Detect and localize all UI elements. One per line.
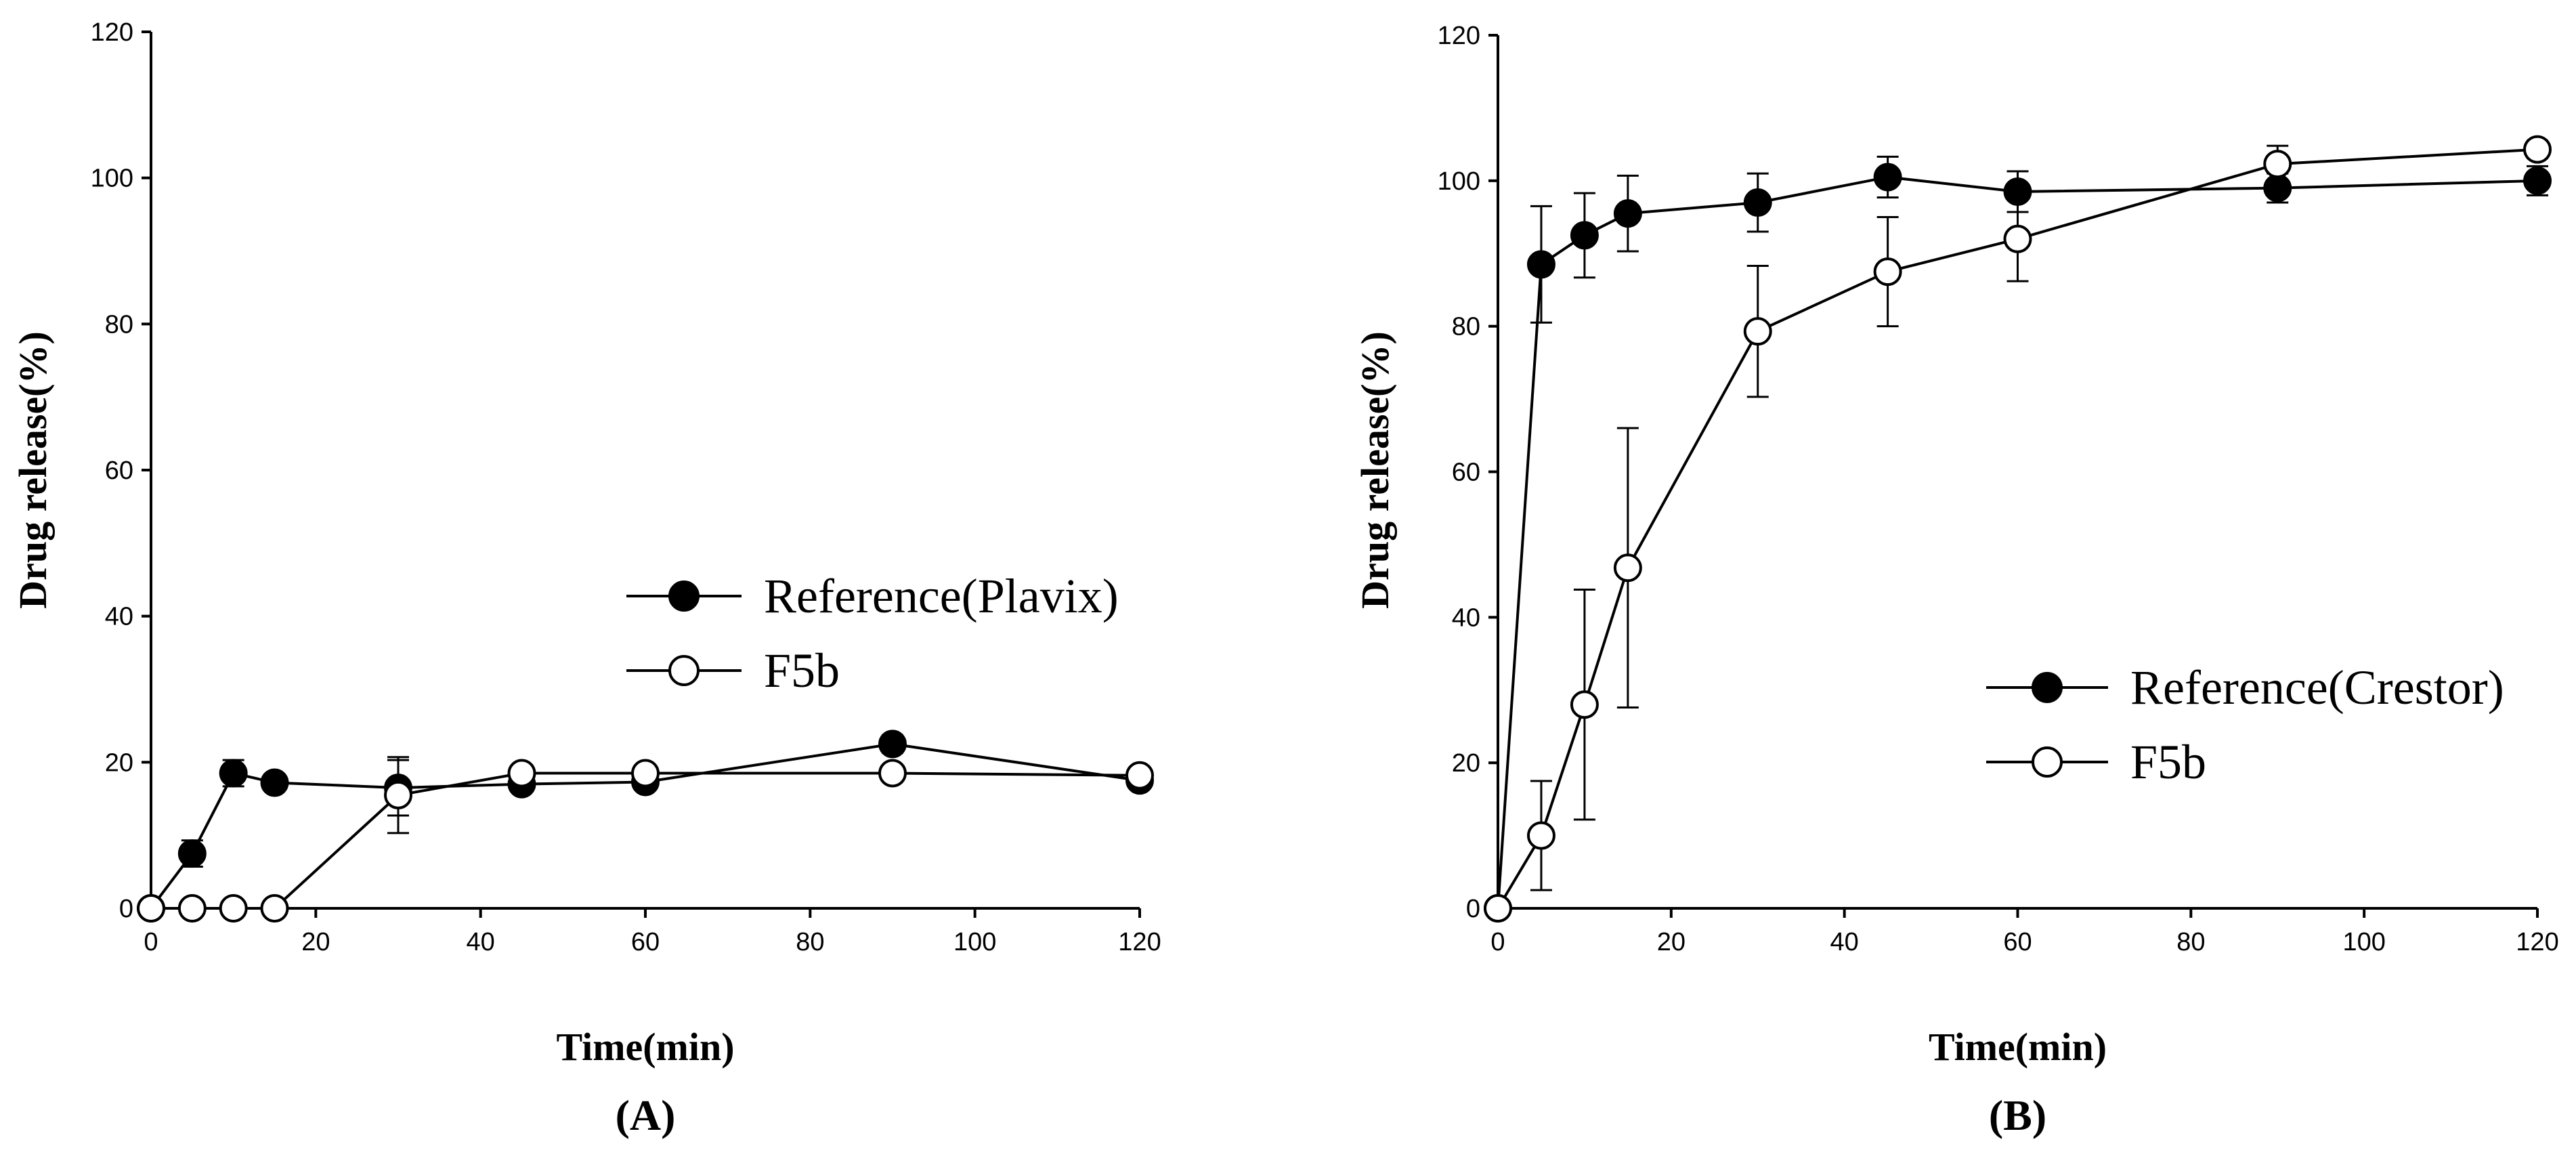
- x-tick-label: 0: [1490, 928, 1505, 956]
- data-point: [2523, 135, 2552, 164]
- panel-label: (A): [616, 1091, 676, 1139]
- data-point: [219, 759, 248, 788]
- y-tick-label: 120: [1438, 22, 1480, 50]
- x-tick-label: 120: [2516, 928, 2558, 956]
- y-tick-label: 80: [1452, 313, 1480, 341]
- y-tick-label: 20: [105, 748, 133, 777]
- data-point: [260, 894, 289, 923]
- data-point: [1743, 188, 1772, 217]
- y-tick-label: 40: [105, 603, 133, 631]
- x-axis-title: Time(min): [556, 1025, 734, 1069]
- series-f5b: [137, 756, 1154, 923]
- series-line: [1497, 175, 2538, 909]
- x-axis-title: Time(min): [1929, 1025, 2107, 1069]
- x-tick-label: 80: [2176, 928, 2205, 956]
- data-point: [2523, 166, 2552, 195]
- data-point: [1873, 257, 1902, 287]
- data-point: [260, 768, 289, 797]
- data-point: [137, 894, 165, 923]
- data-point: [1873, 163, 1902, 192]
- data-point: [1526, 821, 1555, 850]
- y-axis-title: Drug release(%): [1353, 331, 1397, 609]
- y-tick-label: 80: [105, 310, 133, 339]
- legend-marker: [2032, 746, 2063, 778]
- legend-label: Reference(Crestor): [2130, 660, 2504, 715]
- y-axis-title: Drug release(%): [11, 331, 55, 609]
- x-tick-label: 60: [2003, 928, 2032, 956]
- x-tick-label: 20: [1657, 928, 1686, 956]
- x-tick-label: 120: [1118, 928, 1161, 956]
- y-tick-label: 100: [91, 165, 133, 193]
- x-tick-label: 60: [631, 928, 660, 956]
- x-tick-label: 100: [2342, 928, 2385, 956]
- data-point: [878, 729, 907, 759]
- data-point: [384, 780, 412, 809]
- y-tick-label: 40: [1452, 604, 1480, 632]
- data-point: [1613, 199, 1642, 228]
- series-f5b: [1484, 135, 2552, 923]
- x-tick-label: 100: [953, 928, 996, 956]
- data-point: [1613, 553, 1642, 583]
- data-point: [1484, 894, 1512, 923]
- data-point: [1570, 221, 1599, 250]
- y-tick-label: 60: [1452, 459, 1480, 487]
- data-point: [507, 759, 536, 788]
- data-point: [1570, 690, 1599, 719]
- panel-a: 0 20 40 60 80 100 120 0 20 40 60 80 100 120 Time(min) D…: [11, 18, 1161, 1139]
- y-tick-label: 60: [105, 457, 133, 485]
- data-point: [219, 894, 248, 923]
- legend-label: F5b: [2130, 735, 2206, 789]
- data-point: [2003, 224, 2032, 253]
- data-point: [177, 839, 207, 868]
- y-tick-label: 20: [1452, 749, 1480, 778]
- legend-label: F5b: [764, 643, 840, 698]
- data-point: [1526, 250, 1555, 279]
- data-point: [1125, 761, 1154, 790]
- data-point: [1743, 317, 1772, 346]
- y-tick-label: 0: [119, 895, 133, 923]
- y-tick-label: 120: [91, 18, 133, 47]
- x-tick-label: 40: [1830, 928, 1859, 956]
- data-point: [177, 894, 207, 923]
- legend-marker: [668, 580, 700, 612]
- x-tick-label: 20: [301, 928, 330, 956]
- legend-marker: [668, 655, 700, 686]
- panel-label: (B): [1989, 1091, 2046, 1139]
- y-tick-label: 100: [1438, 167, 1480, 196]
- x-tick-label: 40: [467, 928, 495, 956]
- legend-label: Reference(Plavix): [764, 569, 1119, 623]
- legend-marker: [2032, 672, 2063, 703]
- data-point: [631, 759, 660, 788]
- x-tick-label: 80: [796, 928, 824, 956]
- x-tick-label: 0: [144, 928, 158, 956]
- data-point: [2263, 150, 2292, 179]
- y-tick-label: 0: [1466, 895, 1480, 923]
- panel-b: 0 20 40 60 80 100 120 0 20 40 60 80 100 120 Time(min) D…: [1353, 22, 2559, 1139]
- data-point: [878, 759, 907, 788]
